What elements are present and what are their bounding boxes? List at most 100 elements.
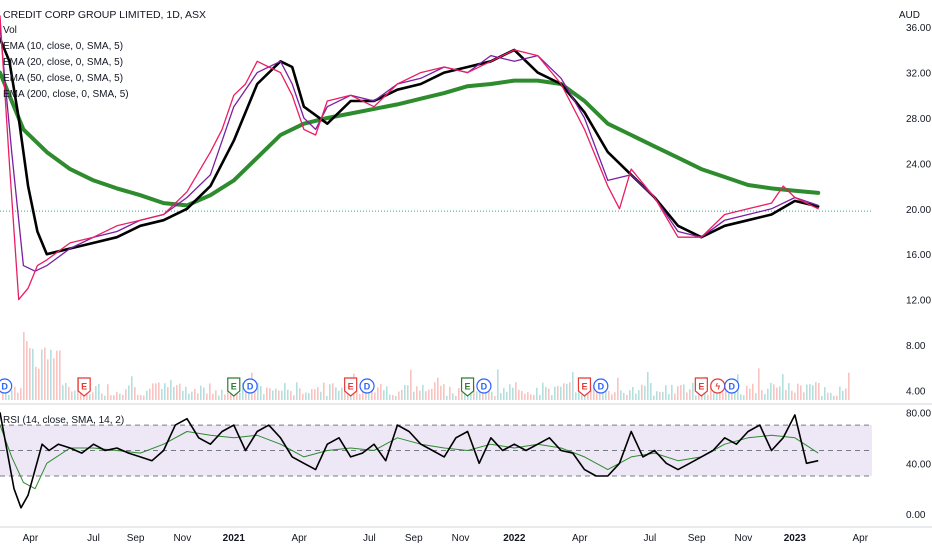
volume-bar	[632, 387, 634, 400]
volume-bar	[92, 392, 94, 400]
volume-bar	[281, 390, 283, 400]
volume-bar	[614, 392, 616, 400]
volume-bar	[659, 391, 661, 400]
volume-bar	[440, 385, 442, 400]
volume-bar	[164, 383, 166, 400]
event-marker-letter: E	[231, 382, 237, 392]
volume-bar	[347, 394, 349, 400]
volume-bar	[203, 387, 205, 400]
volume-bar	[146, 390, 148, 400]
time-tick-label: Sep	[127, 533, 145, 544]
volume-bar	[728, 393, 730, 400]
volume-bar	[515, 382, 517, 400]
volume-bar	[647, 372, 649, 400]
volume-bar	[80, 390, 82, 400]
volume-bar	[809, 384, 811, 400]
volume-bar	[605, 388, 607, 400]
volume-bar	[743, 395, 745, 400]
volume-bar	[797, 383, 799, 400]
volume-bar	[242, 382, 244, 400]
legend-volume[interactable]: Vol	[3, 25, 17, 36]
event-marker-letter: E	[465, 382, 471, 392]
event-marker-earnings_red: E	[577, 377, 592, 397]
volume-bar	[98, 383, 100, 400]
volume-bar	[128, 385, 130, 400]
currency-label: AUD	[898, 10, 920, 21]
volume-bar	[833, 395, 835, 400]
volume-bar	[224, 394, 226, 400]
volume-bar	[50, 349, 52, 400]
volume-bar	[140, 395, 142, 400]
volume-bar	[41, 349, 43, 400]
volume-bar	[785, 389, 787, 400]
volume-bar	[2, 389, 4, 400]
event-marker-badge	[77, 377, 91, 397]
volume-bar	[551, 395, 553, 400]
event-marker-letter: D	[1, 382, 8, 392]
chart-legend: CREDIT CORP GROUP LIMITED, 1D, ASX Vol E…	[3, 7, 206, 103]
volume-bar	[161, 389, 163, 400]
volume-bar	[308, 392, 310, 400]
volume-bar	[386, 386, 388, 400]
volume-bar	[26, 341, 28, 400]
volume-bar	[452, 393, 454, 400]
volume-bar	[740, 394, 742, 400]
event-marker-letter: E	[81, 382, 87, 392]
volume-bar	[680, 385, 682, 400]
time-tick-label: Apr	[572, 533, 588, 544]
volume-bar	[167, 387, 169, 400]
legend-ema20[interactable]: EMA (20, close, 0, SMA, 5)	[3, 57, 124, 68]
legend-ema10[interactable]: EMA (10, close, 0, SMA, 5)	[3, 41, 124, 52]
volume-bar	[182, 390, 184, 400]
volume-bar	[815, 382, 817, 400]
time-tick-label: 2021	[223, 533, 246, 544]
volume-bar	[275, 388, 277, 400]
volume-bar	[413, 391, 415, 400]
event-marker-dividend: D	[724, 378, 740, 394]
volume-bar	[686, 392, 688, 400]
axes: 4.00 8.00 12.00 16.00 20.00 24.00 28.00 32.00 36…	[0, 23, 932, 544]
volume-bar	[479, 387, 481, 400]
time-tick-label: Jul	[644, 533, 657, 544]
volume-bar	[698, 393, 700, 400]
volume-bar	[731, 389, 733, 400]
legend-ema50[interactable]: EMA (50, close, 0, SMA, 5)	[3, 73, 124, 84]
volume-bar	[662, 391, 664, 400]
volume-bar	[335, 387, 337, 400]
volume-bar	[707, 394, 709, 400]
event-marker-dividend: D	[242, 378, 258, 394]
volume-bar	[821, 395, 823, 400]
volume-bar	[383, 390, 385, 400]
volume-bar	[119, 393, 121, 400]
volume-bar	[125, 389, 127, 400]
volume-bar	[248, 393, 250, 400]
series-line-ema10	[0, 15, 819, 301]
volume-bar	[812, 385, 814, 400]
volume-bar	[107, 384, 109, 400]
volume-bar	[818, 383, 820, 400]
event-marker-letter: ϟ	[715, 382, 720, 392]
volume-bar	[611, 394, 613, 400]
event-marker-split: ϟ	[710, 378, 726, 394]
legend-ema200[interactable]: EMA (200, close, 0, SMA, 5)	[3, 89, 129, 100]
price-tick-label: 12.00	[906, 296, 931, 307]
volume-bar	[464, 389, 466, 400]
volume-bar	[527, 392, 529, 400]
volume-bar	[299, 388, 301, 400]
volume-bar	[311, 389, 313, 400]
volume-bar	[149, 388, 151, 400]
volume-bar	[671, 384, 673, 400]
event-marker-earnings_red: E	[77, 377, 91, 397]
volume-bar	[749, 388, 751, 400]
volume-bar	[110, 395, 112, 400]
price-tick-label: 20.00	[906, 205, 931, 216]
volume-bar	[533, 395, 535, 400]
volume-bar	[410, 369, 412, 400]
rsi-label[interactable]: RSI (14, close, SMA, 14, 2)	[3, 415, 125, 426]
volume-bar	[620, 390, 622, 400]
price-tick-label: 36.00	[906, 23, 931, 34]
volume-bar	[365, 391, 367, 400]
volume-bar	[344, 386, 346, 400]
volume-bar	[362, 391, 364, 400]
